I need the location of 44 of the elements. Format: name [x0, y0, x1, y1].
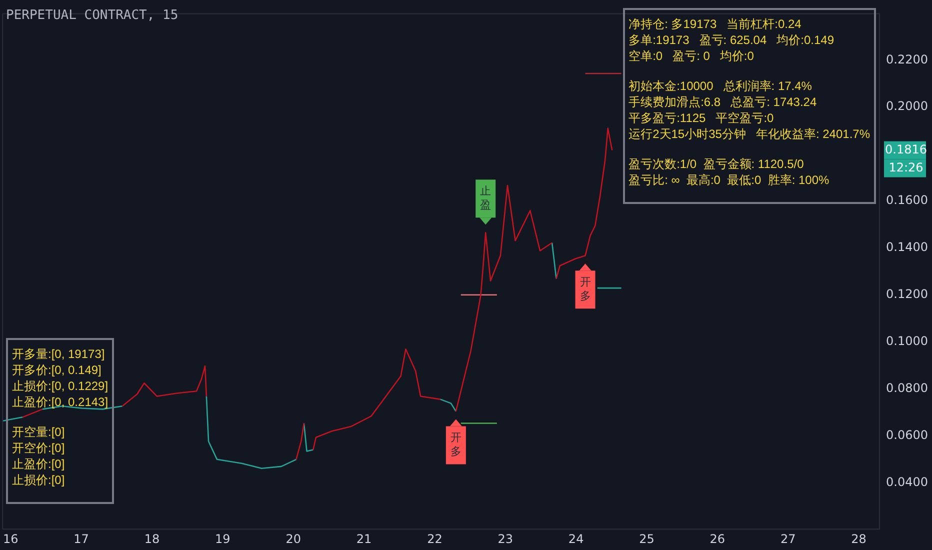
x-tick-label: 27	[780, 532, 796, 546]
y-tick-label: 0.1200	[886, 287, 928, 301]
annotation: 止盈价:[0, 0.2143]	[12, 394, 108, 410]
x-tick-label: 24	[568, 532, 584, 546]
annotation: 盈亏次数:1/0 盈亏金额: 1120.5/0	[628, 156, 805, 172]
annotation: 止盈价:[0]	[12, 456, 66, 472]
chart-title: PERPETUAL CONTRACT, 15	[6, 8, 178, 23]
annotation: 止盈	[480, 184, 492, 212]
annotation: 止损价:[0]	[12, 472, 66, 488]
annotation: 开多	[580, 276, 591, 303]
x-tick-label: 18	[144, 532, 160, 546]
y-tick-label: 0.2000	[886, 99, 928, 114]
annotation: 止损价:[0, 0.1229]	[12, 378, 108, 394]
x-tick-label: 19	[215, 532, 230, 546]
x-tick-label: 20	[286, 532, 301, 546]
annotation: 运行2天15小时35分钟 年化收益率: 2401.7%	[628, 126, 870, 142]
y-tick-label: 0.1000	[886, 334, 928, 348]
x-tick-label: 16	[2, 532, 18, 546]
x-tick-label: 23	[498, 532, 514, 546]
y-tick-label: 0.0600	[886, 428, 928, 442]
x-tick-label: 26	[710, 532, 726, 546]
annotation: 开多价:[0, 0.149]	[12, 362, 102, 378]
annotation: 多单:19173 盈亏: 625.04 均价:0.149	[628, 32, 836, 48]
x-tick-label: 28	[851, 532, 866, 546]
annotation: 开多	[450, 431, 462, 458]
annotation: 开空量:[0]	[12, 424, 66, 440]
x-tick-label: 25	[639, 532, 654, 546]
y-tick-label: 0.2200	[886, 52, 928, 66]
annotation: 开空价:[0]	[12, 440, 66, 456]
annotation: 手续费加滑点:6.8 总盈亏: 1743.24	[628, 94, 818, 110]
y-tick-label: 0.1400	[886, 240, 928, 254]
y-tick-label: 0.0400	[886, 474, 928, 489]
x-tick-label: 22	[427, 532, 442, 546]
x-tick-label: 21	[356, 532, 372, 546]
text: 12:26	[888, 160, 924, 174]
annotation: 开多量:[0, 19173]	[12, 346, 106, 362]
annotation: 空单:0 盈亏: 0 均价:0	[628, 48, 755, 64]
x-tick-label: 17	[74, 532, 89, 546]
y-tick-label: 0.0800	[886, 380, 928, 395]
y-tick-label: 0.1600	[886, 193, 928, 208]
annotation: 初始本金:10000 总利润率: 17.4%	[628, 78, 813, 94]
annotation: 平多盈亏:1125 平空盈亏:0	[628, 110, 775, 126]
annotation: 净持仓: 多19173 当前杠杆:0.24	[628, 16, 802, 32]
annotation: 盈亏比: ∞ 最高:0 最低:0 胜率: 100%	[628, 172, 830, 188]
